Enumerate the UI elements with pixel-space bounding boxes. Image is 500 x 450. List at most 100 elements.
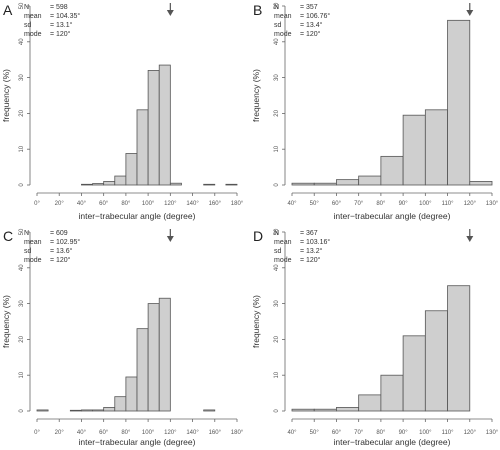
y-tick-label: 40: [274, 38, 280, 45]
y-tick-label: 0: [274, 409, 280, 413]
histogram-bar: [447, 285, 471, 412]
y-axis-title: frequency (%): [1, 295, 11, 348]
y-axis-title: frequency (%): [1, 69, 11, 122]
x-tick-label: 90°: [399, 430, 409, 436]
y-axis-title: frequency (%): [251, 295, 261, 348]
x-tick-label: 40°: [77, 201, 87, 207]
x-tick-label: 110°: [442, 201, 455, 207]
x-tick-label: 50°: [310, 201, 320, 207]
x-tick-label: 120°: [464, 201, 477, 207]
x-tick-label: 60°: [332, 430, 342, 436]
histogram-bar: [424, 310, 448, 412]
histogram-bar: [36, 409, 49, 412]
stat-label: sd: [274, 22, 282, 29]
histogram-bar: [313, 182, 337, 186]
histogram-bar: [469, 181, 493, 186]
stat-separator: =: [300, 22, 304, 29]
stat-separator: =: [50, 22, 54, 29]
x-tick-label: 160°: [209, 201, 222, 207]
x-tick-label: 20°: [55, 430, 65, 436]
histogram-bar: [114, 175, 127, 186]
histogram-bar: [225, 183, 238, 186]
x-tick-label: 70°: [354, 201, 364, 207]
stat-separator: =: [50, 31, 54, 38]
stat-label: N: [24, 230, 29, 237]
mode-arrow-icon: [466, 10, 474, 16]
y-tick-label: 10: [274, 371, 280, 378]
y-tick-label: 50: [19, 228, 25, 235]
stat-separator: =: [300, 248, 304, 255]
histogram-bar: [114, 396, 127, 412]
histogram-bar: [358, 394, 382, 412]
y-tick-label: 50: [274, 2, 280, 9]
mode-arrow-icon: [166, 10, 174, 16]
stat-label: mean: [24, 239, 42, 246]
stat-value: 102.95°: [56, 238, 80, 246]
x-axis-title: inter−trabecular angle (degree): [334, 211, 451, 221]
stat-value: 13.6°: [56, 247, 73, 255]
stat-separator: =: [50, 239, 54, 246]
stat-value: 120°: [306, 256, 321, 264]
stat-separator: =: [50, 257, 54, 264]
histogram-bar: [402, 114, 426, 186]
histogram-bar: [125, 376, 138, 412]
stat-label: mean: [274, 13, 292, 20]
histogram-bar: [380, 374, 404, 412]
x-tick-label: 40°: [287, 201, 297, 207]
x-axis-title: inter−trabecular angle (degree): [79, 211, 196, 221]
x-tick-label: 180°: [231, 201, 244, 207]
x-tick-label: 60°: [99, 201, 109, 207]
x-tick-label: 130°: [486, 430, 499, 436]
panel-letter: A: [3, 2, 13, 18]
stat-separator: =: [300, 230, 304, 237]
histogram-bar: [81, 409, 93, 412]
histogram-bar: [424, 109, 448, 186]
stat-value: 598: [56, 4, 68, 11]
y-tick-label: 10: [19, 371, 25, 378]
mode-arrow-icon: [466, 236, 474, 242]
x-tick-label: 80°: [376, 430, 386, 436]
stat-label: N: [274, 230, 279, 237]
stat-label: sd: [24, 22, 32, 29]
histogram-bar: [203, 183, 216, 186]
stat-label: mode: [24, 257, 42, 264]
y-tick-label: 0: [274, 183, 280, 187]
x-tick-label: 0°: [34, 201, 40, 207]
x-axis-title: inter−trabecular angle (degree): [334, 437, 451, 447]
stat-value: 120°: [306, 30, 321, 38]
y-tick-label: 0: [19, 409, 25, 413]
histogram-bar: [103, 181, 116, 186]
histogram-bar: [158, 297, 171, 412]
y-tick-label: 10: [19, 145, 25, 152]
histogram-bar: [147, 70, 160, 186]
histogram-bar: [380, 155, 404, 186]
histogram-bar: [447, 19, 471, 186]
stat-separator: =: [300, 239, 304, 246]
x-tick-label: 120°: [464, 430, 477, 436]
stat-label: mean: [24, 13, 42, 20]
histogram-bar: [291, 408, 315, 412]
stat-label: mode: [274, 257, 292, 264]
y-tick-label: 0: [19, 183, 25, 187]
histogram-bar: [103, 407, 116, 412]
stat-value: 357: [306, 4, 318, 11]
stat-label: mode: [24, 31, 42, 38]
histogram-bar: [92, 409, 105, 412]
stat-value: 609: [56, 230, 68, 237]
y-tick-label: 20: [274, 109, 280, 116]
histogram-bar: [402, 335, 426, 412]
stat-separator: =: [50, 248, 54, 255]
x-tick-label: 100°: [142, 201, 155, 207]
stat-separator: =: [300, 4, 304, 11]
histogram-bar: [158, 64, 171, 186]
x-tick-label: 130°: [486, 201, 499, 207]
x-tick-label: 160°: [209, 430, 222, 436]
stat-separator: =: [300, 13, 304, 20]
stat-separator: =: [50, 4, 54, 11]
y-axis-title: frequency (%): [251, 69, 261, 122]
stat-separator: =: [300, 257, 304, 264]
x-tick-label: 80°: [121, 201, 131, 207]
stat-value: 103.16°: [306, 238, 330, 246]
histogram-bar: [92, 183, 105, 186]
